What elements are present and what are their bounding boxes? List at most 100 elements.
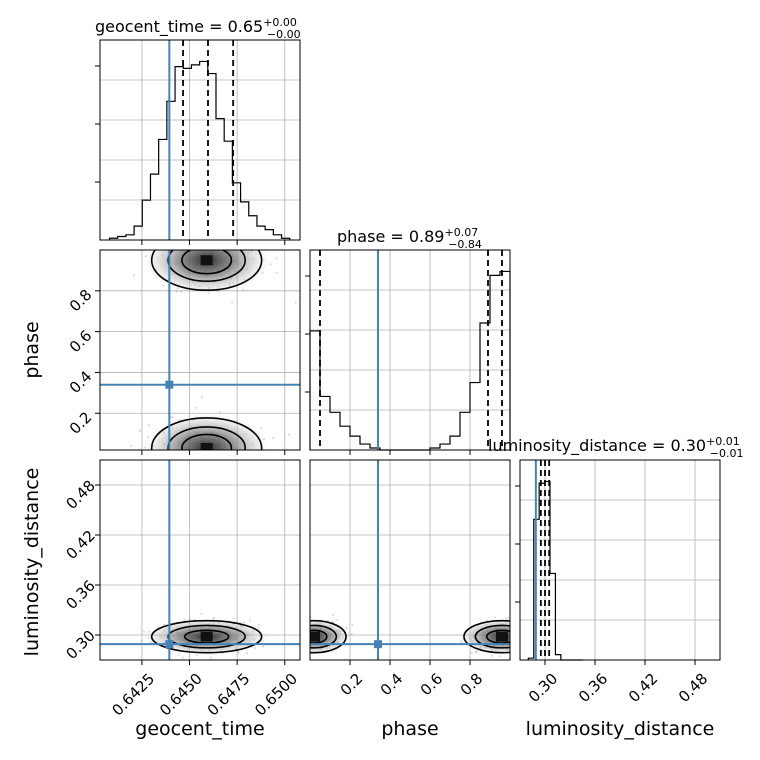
sample-point xyxy=(200,612,203,615)
sample-point xyxy=(181,656,184,659)
sample-point xyxy=(511,640,513,642)
sample-point xyxy=(514,625,516,627)
sample-point xyxy=(542,629,544,631)
xlabel-geocent-time: geocent_time xyxy=(135,718,264,740)
sample-point xyxy=(227,242,229,244)
sample-point xyxy=(207,473,209,475)
sample-point xyxy=(474,651,477,654)
sample-point xyxy=(523,626,525,628)
contour xyxy=(167,250,246,282)
sample-point xyxy=(512,630,514,632)
y-tick-label: 0.6 xyxy=(66,327,96,357)
sample-point xyxy=(200,395,203,398)
contour xyxy=(181,433,233,450)
sample-point xyxy=(169,416,172,419)
sample-point xyxy=(350,632,353,635)
sample-point xyxy=(304,633,306,635)
sample-point xyxy=(297,630,299,632)
sample-point xyxy=(177,241,179,243)
sample-point xyxy=(306,627,308,629)
contour xyxy=(183,629,230,644)
ylabel-luminosity-distance: luminosity_distance xyxy=(21,468,43,657)
contour xyxy=(310,629,328,644)
sample-point xyxy=(145,457,147,459)
sample-point xyxy=(232,247,234,249)
sample-point xyxy=(542,632,544,634)
sample-point xyxy=(171,416,174,419)
sample-point xyxy=(268,648,270,650)
sample-point xyxy=(201,245,203,247)
contour xyxy=(150,250,263,291)
x-tick-label: 0.48 xyxy=(675,670,711,706)
sample-point xyxy=(351,623,354,626)
sample-point xyxy=(302,628,304,630)
sample-point xyxy=(242,223,244,225)
sample-point xyxy=(257,623,260,626)
sample-point xyxy=(526,639,528,641)
sample-point xyxy=(168,454,170,456)
sample-point xyxy=(294,621,296,623)
density-blob xyxy=(130,395,290,488)
title-luminosity-distance: luminosity_distance = 0.30+0.01 −0.01 xyxy=(488,435,744,460)
sample-point xyxy=(305,642,307,644)
sample-point xyxy=(517,639,519,641)
x-tick-label: 0.6425 xyxy=(108,670,158,720)
sample-point xyxy=(279,632,281,634)
sample-point xyxy=(166,453,168,455)
sample-point xyxy=(262,645,265,648)
sample-point xyxy=(133,274,136,277)
sample-point xyxy=(130,444,133,447)
density-peak xyxy=(200,255,213,266)
sample-point xyxy=(524,633,526,635)
density-peak xyxy=(200,442,213,450)
sample-point xyxy=(173,245,175,247)
sample-point xyxy=(305,635,307,637)
sample-point xyxy=(260,462,262,464)
density-blob xyxy=(458,616,544,658)
sample-point xyxy=(295,628,297,630)
sample-point xyxy=(251,463,253,465)
sample-point xyxy=(517,629,519,631)
x-tick-label: 0.36 xyxy=(575,670,611,706)
panel-frame xyxy=(99,249,301,451)
sample-point xyxy=(226,230,228,232)
sample-point xyxy=(232,617,235,620)
sample-point xyxy=(173,452,175,454)
sample-point xyxy=(192,244,194,246)
sample-point xyxy=(149,235,151,237)
sample-point xyxy=(187,457,189,459)
sample-point xyxy=(229,242,231,244)
sample-point xyxy=(195,466,197,468)
histogram-4-1 xyxy=(309,270,511,451)
sample-point xyxy=(307,630,309,632)
contour xyxy=(167,426,246,450)
sample-point xyxy=(186,237,188,239)
sample-point xyxy=(244,467,246,469)
sample-point xyxy=(294,301,297,304)
sample-point xyxy=(153,486,155,488)
sample-point xyxy=(242,289,245,292)
density-fill xyxy=(143,250,270,295)
panel-frame xyxy=(99,459,301,661)
ylabel-phase: phase xyxy=(21,321,43,378)
sample-point xyxy=(514,635,516,637)
sample-point xyxy=(198,474,200,476)
sample-point xyxy=(175,290,178,293)
sample-point xyxy=(205,234,207,236)
sample-point xyxy=(529,647,531,649)
sample-point xyxy=(177,244,179,246)
density-layers xyxy=(130,223,544,660)
sample-point xyxy=(513,627,515,629)
sample-point xyxy=(218,470,220,472)
sample-point xyxy=(221,245,223,247)
sample-point xyxy=(515,628,517,630)
x-tick-label: 0.6475 xyxy=(204,670,254,720)
density-blob xyxy=(268,613,354,660)
contour xyxy=(167,624,246,649)
sample-point xyxy=(522,631,524,633)
sample-point xyxy=(166,468,168,470)
sample-point xyxy=(290,633,292,635)
contour xyxy=(310,619,347,654)
sample-point xyxy=(511,654,513,656)
sample-point xyxy=(331,613,334,616)
